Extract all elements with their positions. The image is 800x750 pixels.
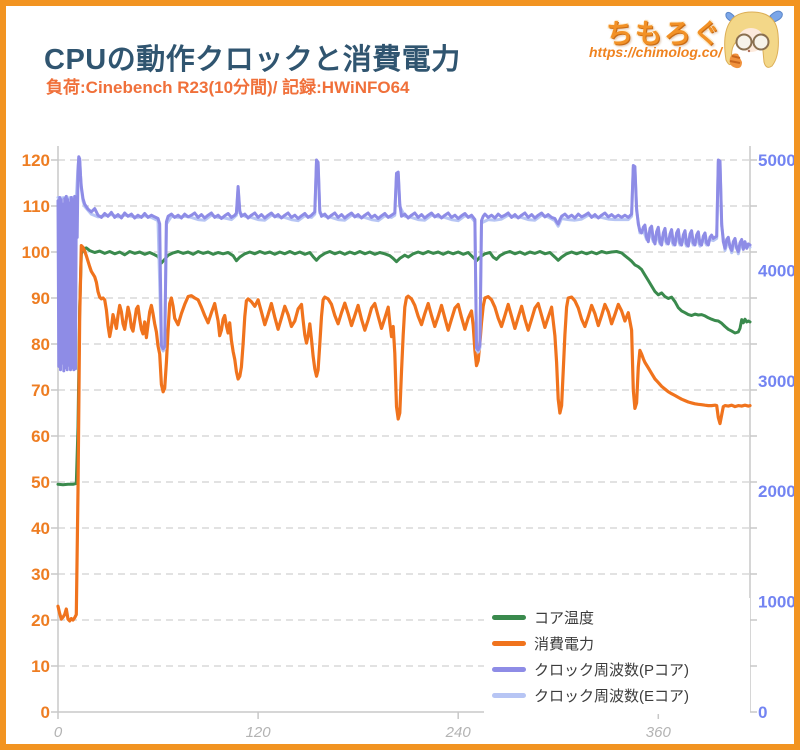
legend-label: コア温度 <box>534 609 595 627</box>
left-axis-label: 20 <box>31 611 50 630</box>
site-logo-text: ちもろぐ <box>606 19 722 49</box>
left-axis-label: 0 <box>41 703 50 722</box>
left-axis-label: 80 <box>31 335 50 354</box>
left-axis-label: 50 <box>31 473 50 492</box>
legend-item: コア温度 <box>492 604 750 630</box>
left-axis-label: 110 <box>23 197 50 216</box>
right-axis-label: 3000 <box>758 372 796 391</box>
legend-label: クロック周波数(Eコア) <box>534 687 689 705</box>
mascot-character-icon <box>724 10 783 69</box>
x-axis-label: 120 <box>246 724 272 741</box>
series-line-2 <box>56 155 752 373</box>
left-axis-label: 30 <box>31 565 50 584</box>
left-axis-label: 40 <box>31 519 50 538</box>
right-axis-label: 0 <box>758 703 767 722</box>
legend-swatch <box>492 640 526 646</box>
x-axis-label: 240 <box>445 724 472 741</box>
legend-item: クロック周波数(Eコア) <box>492 682 750 708</box>
x-axis-label: 360 <box>646 724 672 741</box>
left-axis-label: 90 <box>31 289 50 308</box>
right-axis-label: 5000 <box>758 151 796 170</box>
series-line-0 <box>56 246 752 487</box>
site-logo-url: https://chimolog.co/ <box>589 44 722 60</box>
legend-item: クロック周波数(Pコア) <box>492 656 750 682</box>
right-axis-label: 1000 <box>758 593 796 612</box>
legend-label: 消費電力 <box>534 635 595 653</box>
legend-label: クロック周波数(Pコア) <box>534 661 689 679</box>
right-axis-label: 4000 <box>758 261 796 280</box>
left-axis-label: 100 <box>22 243 50 262</box>
series-line-1 <box>56 244 752 623</box>
page-subtitle: 負荷:Cinebench R23(10分間)/ 記録:HWiNFO64 <box>46 78 410 97</box>
left-axis-label: 10 <box>31 657 50 676</box>
chart-legend: コア温度消費電力クロック周波数(Pコア) クロック周波数(Eコア) <box>484 598 750 714</box>
page-title: CPUの動作クロックと消費電力 <box>44 44 461 76</box>
left-axis-label: 70 <box>31 381 50 400</box>
left-axis-label: 120 <box>22 151 50 170</box>
x-axis-label: 0 <box>54 724 63 741</box>
legend-swatch <box>492 666 526 672</box>
right-axis-label: 2000 <box>758 482 796 501</box>
left-axis-label: 60 <box>31 427 50 446</box>
chart-canvas: 0 10 20 30 40 50 60 70 80 90 100 110 120 0 1000 2000 300… <box>22 146 796 741</box>
legend-swatch <box>492 614 526 620</box>
legend-swatch <box>492 692 526 698</box>
legend-item: 消費電力 <box>492 630 750 656</box>
